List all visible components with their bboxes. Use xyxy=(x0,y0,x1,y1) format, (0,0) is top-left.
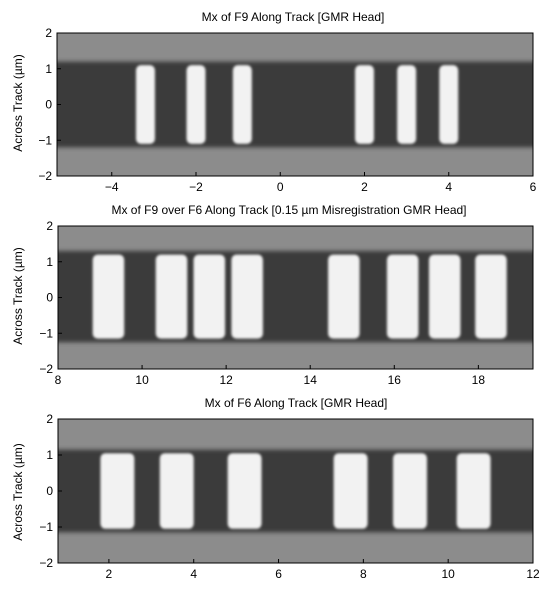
y-tick-label: 0 xyxy=(46,291,53,305)
x-tick-label: 8 xyxy=(360,567,367,581)
y-tick-label: −2 xyxy=(39,362,53,376)
bright-bit xyxy=(193,254,226,339)
panel-1-title: Mx of F9 Along Track [GMR Head] xyxy=(202,10,385,24)
y-tick-label: −1 xyxy=(39,520,53,534)
panel-2: Mx of F9 over F6 Along Track [0.15 µm Mi… xyxy=(11,203,534,387)
bright-bit xyxy=(92,254,125,339)
bright-bit xyxy=(355,65,374,144)
panel-3-y-ticks: −2 −1 0 1 2 xyxy=(39,412,62,570)
panel-3: Mx of F6 Along Track [GMR Head] Across T… xyxy=(11,396,540,581)
x-tick-label: 2 xyxy=(361,180,368,194)
x-tick-label: −2 xyxy=(189,180,203,194)
panel-2-x-ticks: 8 10 12 14 16 18 xyxy=(55,365,486,387)
bright-bit xyxy=(186,65,206,144)
x-tick-label: 6 xyxy=(530,180,537,194)
y-tick-label: 0 xyxy=(46,484,53,498)
bright-bit xyxy=(328,254,360,339)
y-tick-label: 1 xyxy=(46,448,53,462)
bright-bit xyxy=(231,254,263,339)
x-tick-label: 12 xyxy=(219,373,233,387)
x-tick-label: 4 xyxy=(445,180,452,194)
panel-3-x-ticks: 2 4 6 8 10 12 xyxy=(106,559,540,581)
x-tick-label: 16 xyxy=(388,373,402,387)
bright-bit xyxy=(456,453,491,529)
x-tick-label: −4 xyxy=(105,180,119,194)
y-tick-label: −1 xyxy=(38,133,52,147)
x-tick-label: 10 xyxy=(441,567,455,581)
bright-bit xyxy=(333,453,368,529)
panel-3-ylabel: Across Track (µm) xyxy=(11,443,25,541)
y-tick-label: 2 xyxy=(46,219,53,233)
bright-bit xyxy=(155,254,188,339)
x-tick-label: 8 xyxy=(55,373,62,387)
track-band xyxy=(57,61,533,148)
panel-1-plot xyxy=(56,32,534,177)
bright-bit xyxy=(100,453,135,529)
y-tick-label: 1 xyxy=(45,62,52,76)
bright-bit xyxy=(428,254,461,339)
panel-2-plot xyxy=(57,225,534,370)
bright-bit xyxy=(397,65,417,144)
bright-bit xyxy=(475,254,507,339)
y-tick-label: −2 xyxy=(38,169,52,183)
panel-2-title: Mx of F9 over F6 Along Track [0.15 µm Mi… xyxy=(111,203,466,217)
y-tick-label: −1 xyxy=(39,326,53,340)
bright-bit xyxy=(439,65,459,144)
x-tick-label: 6 xyxy=(275,567,282,581)
bright-bit xyxy=(227,453,262,529)
y-tick-label: 2 xyxy=(46,412,53,426)
x-tick-label: 10 xyxy=(135,373,149,387)
panel-1: Mx of F9 Along Track [GMR Head] Across T… xyxy=(11,10,537,194)
y-tick-label: 2 xyxy=(45,26,52,40)
y-tick-label: 1 xyxy=(46,255,53,269)
bright-bit xyxy=(393,453,427,529)
x-tick-label: 12 xyxy=(526,567,540,581)
x-tick-label: 0 xyxy=(277,180,284,194)
panel-1-ylabel: Across Track (µm) xyxy=(11,54,25,152)
y-tick-label: 0 xyxy=(45,98,52,112)
bright-bit xyxy=(159,453,194,529)
x-tick-label: 4 xyxy=(190,567,197,581)
bright-bit xyxy=(386,254,419,339)
x-tick-label: 18 xyxy=(472,373,486,387)
y-tick-label: −2 xyxy=(39,556,53,570)
panel-1-y-ticks: −2 −1 0 1 2 xyxy=(38,26,61,183)
x-tick-label: 2 xyxy=(106,567,113,581)
x-tick-label: 14 xyxy=(304,373,318,387)
panel-2-y-ticks: −2 −1 0 1 2 xyxy=(39,219,62,376)
bright-bit xyxy=(135,65,155,144)
panel-2-ylabel: Across Track (µm) xyxy=(11,247,25,345)
panel-3-plot xyxy=(57,418,534,564)
panel-3-title: Mx of F6 Along Track [GMR Head] xyxy=(205,396,388,410)
bright-bit xyxy=(232,65,252,144)
panel-1-x-ticks: −4 −2 0 2 4 6 xyxy=(105,172,537,194)
